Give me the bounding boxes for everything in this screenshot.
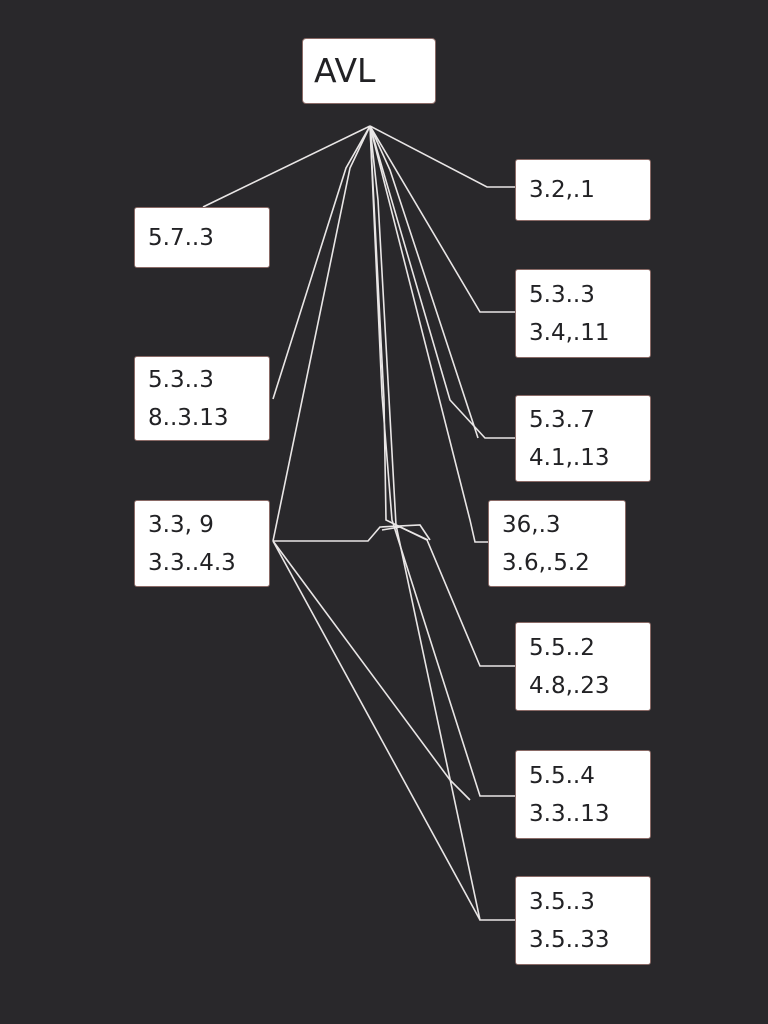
- root-node-label: AVL: [314, 51, 376, 90]
- edge-root-right-7: [369, 125, 516, 921]
- edge-root-right-4: [369, 125, 490, 543]
- right-node-3-line-1: 5.3..7: [529, 406, 595, 433]
- right-node-6-line-2: 3.3..13: [529, 800, 610, 827]
- right-node-2-line-2: 3.4,.11: [529, 319, 610, 346]
- right-node-4-line-1: 36,.3: [502, 511, 561, 538]
- right-node-1-line-1: 3.2,.1: [529, 177, 595, 203]
- root-node: AVL: [302, 38, 436, 104]
- left-node-2-line-2: 8..3.13: [148, 404, 229, 431]
- right-node-5: 5.5..2 4.8,.23: [515, 622, 651, 711]
- edge-root-right-3: [369, 125, 516, 439]
- edge-left3-mid: [272, 540, 471, 801]
- right-node-4: 36,.3 3.6,.5.2: [488, 500, 626, 587]
- edge-root-right-3b: [369, 125, 479, 439]
- left-node-2: 5.3..3 8..3.13: [134, 356, 270, 441]
- edge-left3-cross: [273, 524, 431, 542]
- right-node-3-line-2: 4.1,.13: [529, 444, 610, 471]
- right-node-2-line-1: 5.3..3: [529, 281, 595, 308]
- left-node-1: 5.7..3: [134, 207, 270, 268]
- left-node-3: 3.3, 9 3.3..4.3: [134, 500, 270, 587]
- right-node-7-line-1: 3.5..3: [529, 888, 595, 915]
- edge-root-right-6: [369, 125, 516, 797]
- edge-root-right-1: [369, 125, 516, 188]
- right-node-7: 3.5..3 3.5..33: [515, 876, 651, 965]
- right-node-6-line-1: 5.5..4: [529, 762, 595, 789]
- left-node-3-line-2: 3.3..4.3: [148, 549, 236, 576]
- edge-root-left-1: [202, 125, 371, 208]
- left-node-3-line-1: 3.3, 9: [148, 511, 214, 538]
- right-node-1: 3.2,.1: [515, 159, 651, 221]
- right-node-6: 5.5..4 3.3..13: [515, 750, 651, 839]
- edge-left3-cross-b: [381, 526, 429, 541]
- edge-root-right-2: [369, 125, 516, 313]
- edge-root-left-2: [272, 125, 371, 400]
- edge-left3-bottom: [272, 540, 481, 921]
- right-node-2: 5.3..3 3.4,.11: [515, 269, 651, 358]
- right-node-7-line-2: 3.5..33: [529, 926, 610, 953]
- right-node-5-line-1: 5.5..2: [529, 634, 595, 661]
- left-node-1-line-1: 5.7..3: [148, 224, 214, 251]
- right-node-5-line-2: 4.8,.23: [529, 672, 610, 699]
- right-node-3: 5.3..7 4.1,.13: [515, 395, 651, 482]
- left-node-2-line-1: 5.3..3: [148, 366, 214, 393]
- right-node-4-line-2: 3.6,.5.2: [502, 549, 590, 576]
- edge-root-left-3: [272, 125, 371, 542]
